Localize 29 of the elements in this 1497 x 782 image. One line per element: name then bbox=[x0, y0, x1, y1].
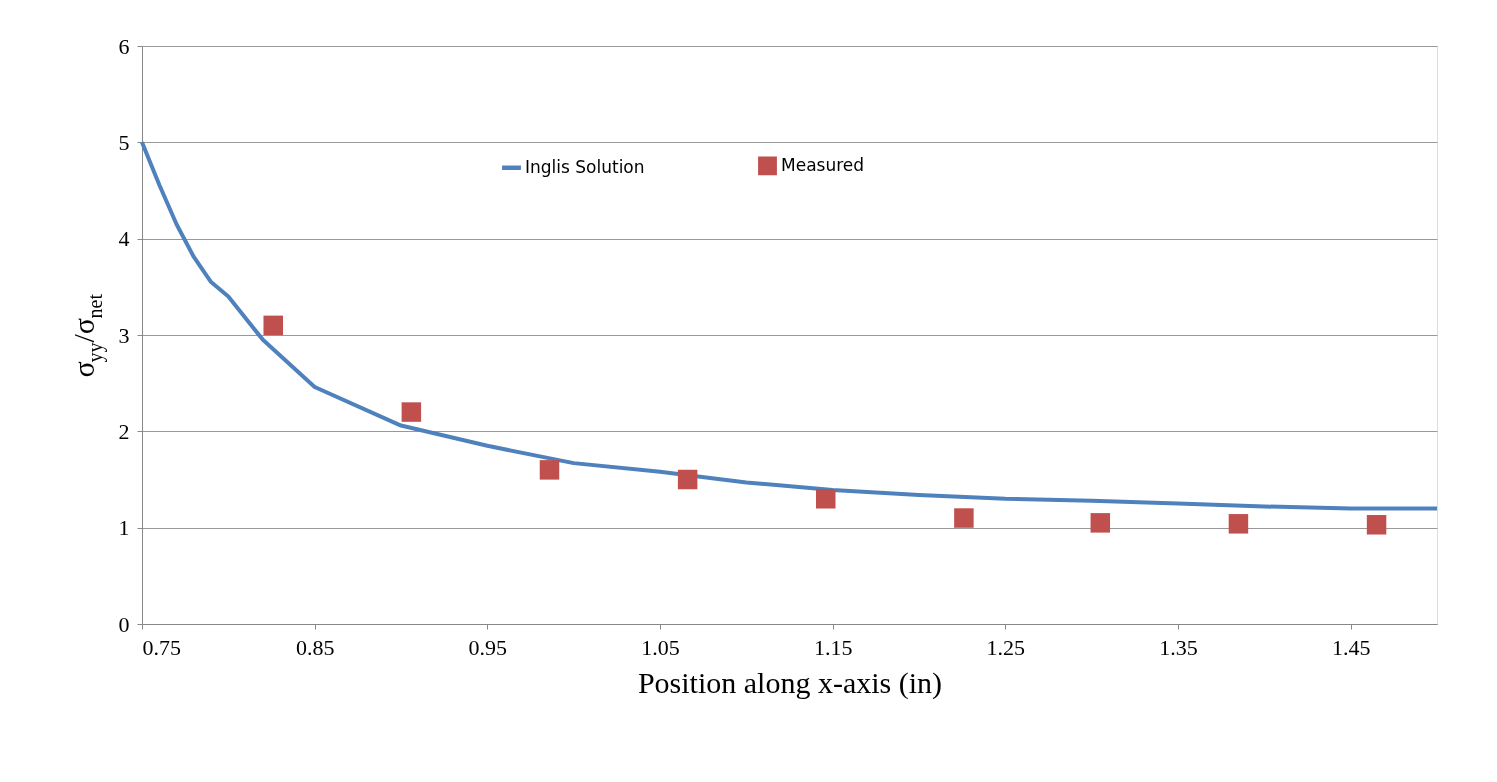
y-tick-label: 4 bbox=[118, 226, 130, 252]
x-tick-label: 0.85 bbox=[295, 634, 335, 660]
y-tick-label: 5 bbox=[118, 129, 130, 155]
line-series bbox=[140, 140, 1439, 511]
point bbox=[263, 315, 283, 336]
x-tick-label: 1.35 bbox=[1159, 634, 1198, 660]
x-tick-label: 1.25 bbox=[986, 634, 1026, 660]
point bbox=[1090, 513, 1111, 533]
point bbox=[816, 489, 836, 509]
x-tick-label: 1.05 bbox=[641, 634, 680, 660]
y-tick-label: 0 bbox=[118, 611, 130, 637]
point bbox=[401, 402, 422, 422]
x-tick-label: 1.45 bbox=[1331, 634, 1371, 660]
x-tick-label: 0.75 bbox=[142, 634, 181, 660]
point bbox=[539, 460, 560, 480]
legend-label: Inglis Solution bbox=[525, 156, 645, 177]
x-axis-title: Position along x-axis (in) bbox=[637, 665, 943, 700]
point bbox=[1228, 514, 1249, 534]
point bbox=[1366, 515, 1387, 535]
y-tick-label: 2 bbox=[118, 418, 130, 444]
point bbox=[954, 508, 974, 528]
y-tick-label: 6 bbox=[118, 33, 130, 59]
y-axis-title: σyy/σnet bbox=[67, 293, 107, 378]
point bbox=[677, 469, 698, 490]
y-tick-label: 3 bbox=[118, 322, 130, 348]
x-tick-label: 0.95 bbox=[468, 634, 508, 660]
legend-label: Measured bbox=[781, 154, 865, 175]
x-tick-label: 1.15 bbox=[813, 634, 853, 660]
y-tick-label: 1 bbox=[118, 515, 130, 541]
